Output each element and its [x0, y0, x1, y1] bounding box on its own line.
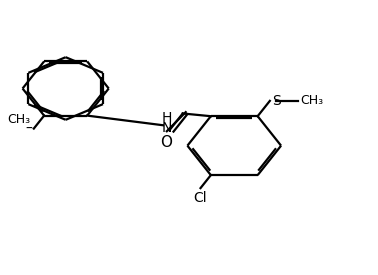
Text: N: N	[162, 121, 172, 135]
Text: H: H	[162, 111, 172, 125]
Text: O: O	[160, 135, 172, 150]
Text: CH₃: CH₃	[8, 113, 31, 126]
Text: –: –	[25, 122, 32, 136]
Text: Cl: Cl	[194, 191, 208, 205]
Text: S: S	[272, 94, 280, 108]
Text: CH₃: CH₃	[300, 94, 323, 107]
